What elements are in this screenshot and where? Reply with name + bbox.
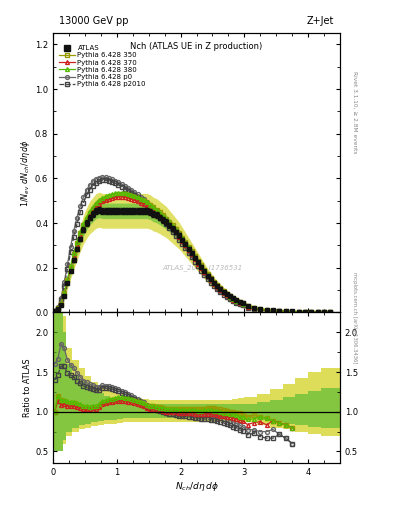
Text: 13000 GeV pp: 13000 GeV pp (59, 16, 128, 26)
X-axis label: $N_{ch}/d\eta\,d\phi$: $N_{ch}/d\eta\,d\phi$ (174, 480, 219, 493)
Text: Nch (ATLAS UE in Z production): Nch (ATLAS UE in Z production) (130, 41, 263, 51)
Text: Rivet 3.1.10, ≥ 2.8M events: Rivet 3.1.10, ≥ 2.8M events (352, 71, 357, 154)
Y-axis label: Ratio to ATLAS: Ratio to ATLAS (23, 358, 32, 417)
Y-axis label: $1/N_{ev}\ dN_{ch}/d\eta\,d\phi$: $1/N_{ev}\ dN_{ch}/d\eta\,d\phi$ (19, 139, 32, 207)
Legend: ATLAS, Pythia 6.428 350, Pythia 6.428 370, Pythia 6.428 380, Pythia 6.428 p0, Py: ATLAS, Pythia 6.428 350, Pythia 6.428 37… (58, 44, 147, 89)
Text: ATLAS_2019_I1736531: ATLAS_2019_I1736531 (162, 264, 242, 270)
Text: Z+Jet: Z+Jet (307, 16, 334, 26)
Text: mcplots.cern.ch [arXiv:1306.3436]: mcplots.cern.ch [arXiv:1306.3436] (352, 272, 357, 363)
